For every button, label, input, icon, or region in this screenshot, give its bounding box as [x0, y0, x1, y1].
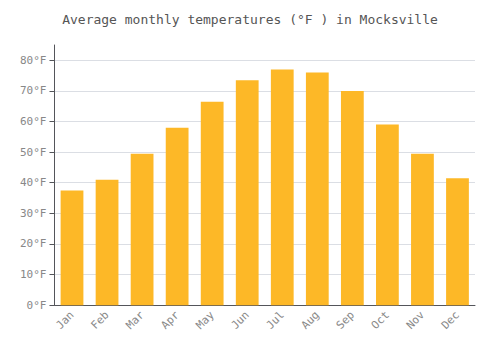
- svg-text:30°F: 30°F: [20, 207, 47, 220]
- svg-text:70°F: 70°F: [20, 84, 47, 97]
- svg-text:80°F: 80°F: [20, 54, 47, 67]
- svg-text:Jan: Jan: [53, 309, 76, 332]
- svg-text:20°F: 20°F: [20, 237, 47, 250]
- svg-text:Apr: Apr: [159, 308, 182, 331]
- svg-text:Aug: Aug: [299, 309, 322, 332]
- svg-text:10°F: 10°F: [20, 268, 47, 281]
- svg-text:Dec: Dec: [439, 309, 462, 332]
- svg-text:40°F: 40°F: [20, 176, 47, 189]
- svg-text:May: May: [194, 308, 217, 331]
- svg-text:60°F: 60°F: [20, 115, 47, 128]
- svg-text:Nov: Nov: [404, 308, 427, 331]
- svg-text:Oct: Oct: [369, 309, 392, 332]
- svg-text:Average monthly temperatures (: Average monthly temperatures (°F ) in Mo…: [62, 12, 438, 27]
- svg-text:0°F: 0°F: [27, 299, 47, 312]
- svg-text:50°F: 50°F: [20, 146, 47, 159]
- svg-text:Jul: Jul: [264, 309, 287, 332]
- svg-text:Mar: Mar: [123, 308, 146, 331]
- svg-text:Feb: Feb: [88, 309, 111, 332]
- svg-text:Sep: Sep: [334, 309, 357, 332]
- svg-text:Jun: Jun: [229, 309, 252, 332]
